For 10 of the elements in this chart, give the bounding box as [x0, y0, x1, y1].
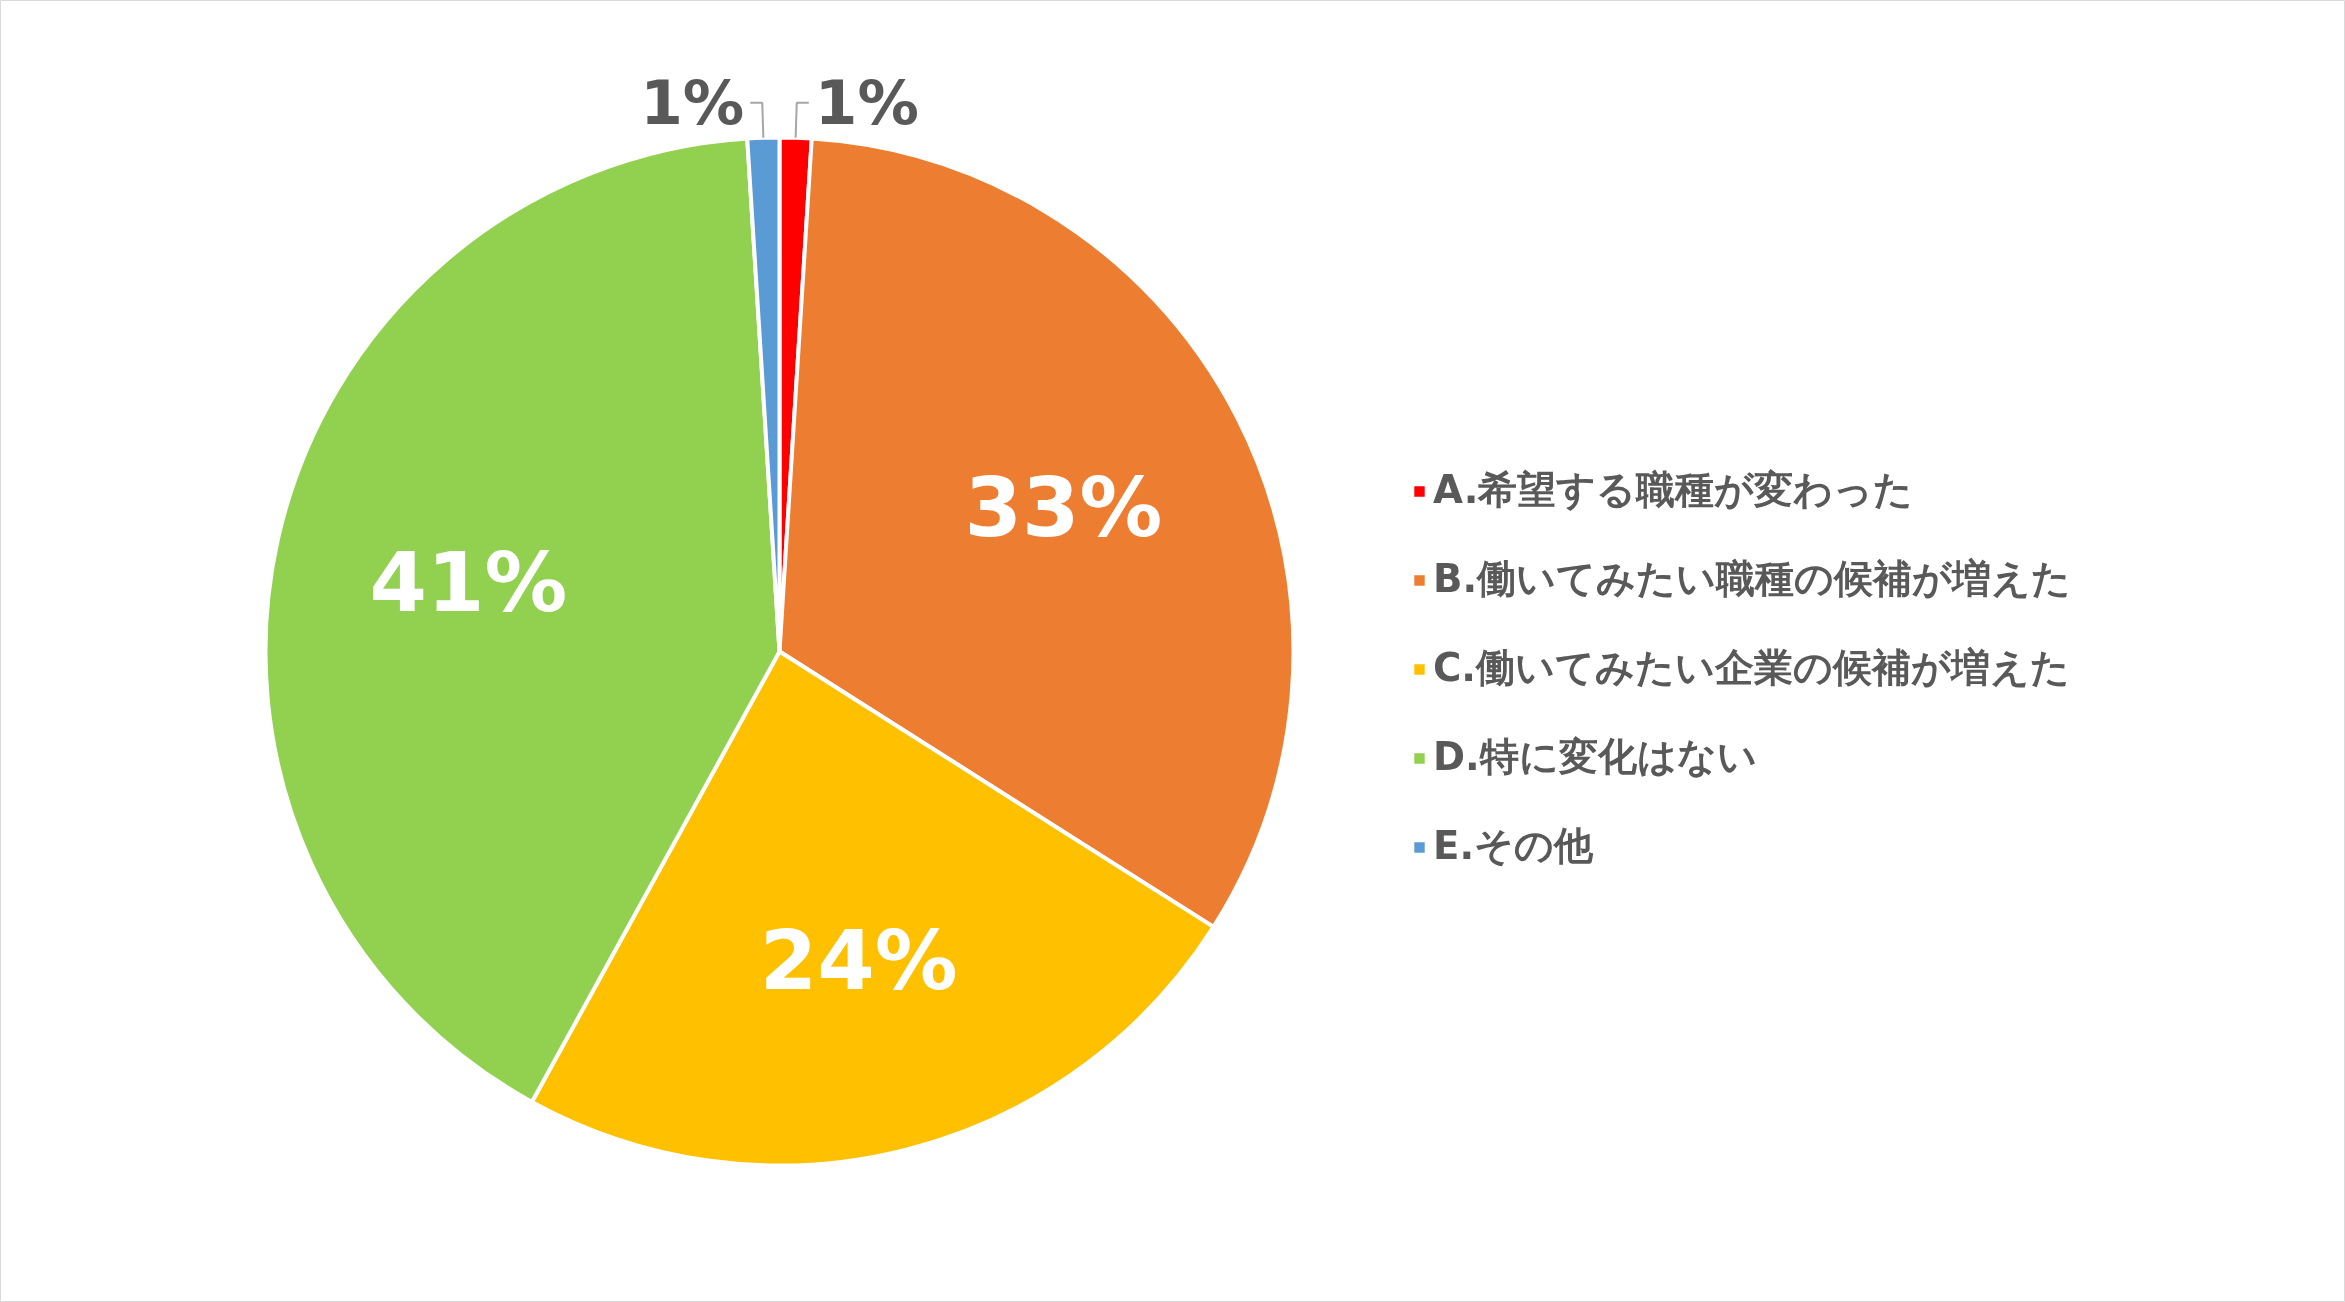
legend-label: E.その他	[1433, 822, 1594, 870]
data-label: 33%	[964, 458, 1163, 555]
legend-label: C.働いてみたい企業の候補が増えた	[1433, 644, 2071, 692]
data-label: 41%	[369, 533, 568, 630]
data-label: 1%	[814, 67, 919, 139]
legend-label: B.働いてみたい職種の候補が増えた	[1433, 555, 2072, 603]
data-label: 1%	[640, 67, 745, 139]
data-label: 24%	[759, 912, 958, 1009]
legend-label: D.特に変化はない	[1433, 733, 1757, 781]
legend-label: A.希望する職種が変わった	[1433, 466, 1914, 514]
